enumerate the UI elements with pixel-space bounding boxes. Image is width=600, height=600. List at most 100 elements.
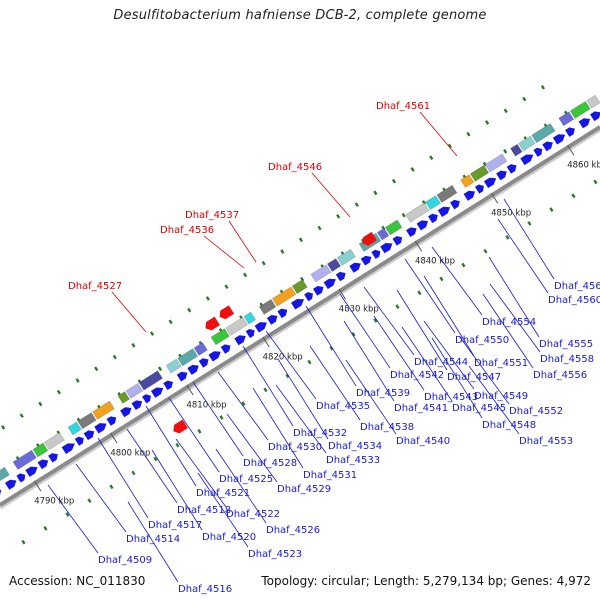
gene-label-dhaf-4517: Dhaf_4517 [148, 520, 202, 531]
gene-label-dhaf-4558: Dhaf_4558 [540, 354, 594, 365]
forward-gene-arrow [463, 190, 476, 201]
feature-block [405, 202, 430, 223]
feature-block [470, 164, 490, 182]
forward-gene-arrow [483, 177, 497, 189]
feature-block [531, 123, 556, 144]
label-leader-line [423, 320, 475, 390]
gene-label-dhaf-4526: Dhaf_4526 [266, 525, 320, 536]
gc-dot [56, 389, 62, 395]
gc-dot [1, 425, 6, 430]
feature-block [327, 258, 341, 272]
gene-label-dhaf-4528: Dhaf_4528 [243, 458, 297, 469]
gene-label-dhaf-4539: Dhaf_4539 [356, 388, 410, 399]
forward-gene-arrow [5, 479, 17, 490]
label-leader-line [217, 371, 269, 441]
label-leader-line [75, 463, 127, 533]
label-leader-line [497, 218, 549, 294]
gc-dot [421, 200, 427, 205]
label-leader-line [192, 381, 244, 457]
label-leader-line [345, 359, 397, 435]
gc-dot [307, 359, 312, 365]
forward-gene-arrow [176, 371, 188, 382]
gc-dot [65, 512, 70, 517]
gc-dot [263, 387, 268, 393]
gene-label-dhaf-4535: Dhaf_4535 [316, 401, 370, 412]
reverse-gene-marker [362, 231, 377, 246]
kbp-tick [567, 144, 575, 156]
feature-block [310, 264, 332, 283]
backbone-layer [0, 125, 600, 510]
label-leader-line [275, 384, 327, 454]
gc-dot [336, 213, 341, 219]
gene-label-dhaf-4516: Dhaf_4516 [178, 584, 232, 595]
feature-block [12, 449, 37, 470]
forward-gene-arrow [437, 206, 451, 218]
gc-dot [483, 248, 488, 254]
label-leader-line-red [111, 291, 147, 333]
gc-dot [354, 202, 359, 207]
forward-gene-arrow [360, 255, 372, 266]
forward-gene-arrow [475, 184, 484, 194]
forward-gene-arrow [266, 315, 278, 325]
forward-gene-arrow [392, 236, 403, 246]
gc-dot [540, 84, 546, 90]
gc-dot [503, 108, 508, 114]
label-leader-line [47, 484, 99, 554]
gc-dot [197, 429, 202, 434]
gc-dot [505, 234, 510, 240]
map-title: Desulfitobacterium hafniense DCB-2, comp… [113, 8, 487, 23]
reverse-gene-marker [205, 316, 220, 331]
forward-gene-arrow [150, 387, 164, 398]
forward-gene-arrow [533, 147, 543, 157]
label-leader-line [423, 275, 475, 357]
feature-block [376, 227, 390, 241]
feature-block [291, 279, 308, 294]
feature-block [384, 219, 403, 236]
label-leader-line-red [228, 220, 257, 263]
feature-block [272, 286, 297, 307]
gc-dots-layer [1, 84, 598, 545]
gene-label-dhaf-4529: Dhaf_4529 [277, 484, 331, 495]
forward-gene-arrow [142, 394, 151, 404]
label-leader-line [305, 305, 357, 387]
gc-dot [75, 378, 80, 383]
feature-block [484, 153, 508, 173]
forward-gene-arrow [371, 249, 381, 259]
label-leader-line [488, 256, 540, 338]
gc-dot [280, 249, 285, 254]
gc-dot [94, 366, 99, 372]
gene-label-dhaf-4518: Dhaf_4518 [177, 505, 231, 516]
reverse-gene-marker [173, 419, 188, 434]
label-leader-layer [47, 111, 555, 583]
gc-dot [112, 354, 117, 360]
kbp-tick [414, 240, 423, 252]
forward-gene-arrow [578, 118, 591, 129]
gene-label-dhaf-4509: Dhaf_4509 [98, 555, 152, 566]
forward-gene-arrow [131, 400, 143, 411]
gene-label-dhaf-4548: Dhaf_4548 [482, 420, 536, 431]
gc-dot [168, 319, 173, 325]
gc-dot [461, 262, 466, 268]
feature-block [586, 94, 600, 109]
feature-block [510, 143, 523, 157]
gene-label-dhaf-4541: Dhaf_4541 [394, 403, 448, 414]
kbp-tick-layer: 4790 kbp 4800 kbp 4810 kbp 4820 kbp 4830 kbp… [34, 144, 600, 507]
feature-block [177, 348, 198, 367]
forward-gene-arrow [74, 436, 84, 446]
gene-label-dhaf-4533: Dhaf_4533 [326, 455, 380, 466]
gene-label-dhaf-4514: Dhaf_4514 [126, 534, 180, 545]
gene-label-dhaf-4532: Dhaf_4532 [293, 428, 347, 439]
gc-dot [329, 345, 334, 351]
gc-dot [417, 290, 422, 296]
feature-block [243, 311, 256, 325]
label-leader-line-red [203, 235, 245, 269]
kbp-tick-label: 4840 kbp [415, 257, 455, 267]
forward-gene-arrow [254, 322, 267, 333]
label-leader-line [215, 448, 267, 524]
gene-label-dhaf-4522: Dhaf_4522 [226, 509, 280, 520]
forward-gene-arrow [187, 364, 199, 375]
label-leader-line [252, 387, 304, 469]
label-leader-line [482, 293, 534, 369]
feature-block [225, 316, 248, 336]
gc-dot [153, 456, 158, 462]
